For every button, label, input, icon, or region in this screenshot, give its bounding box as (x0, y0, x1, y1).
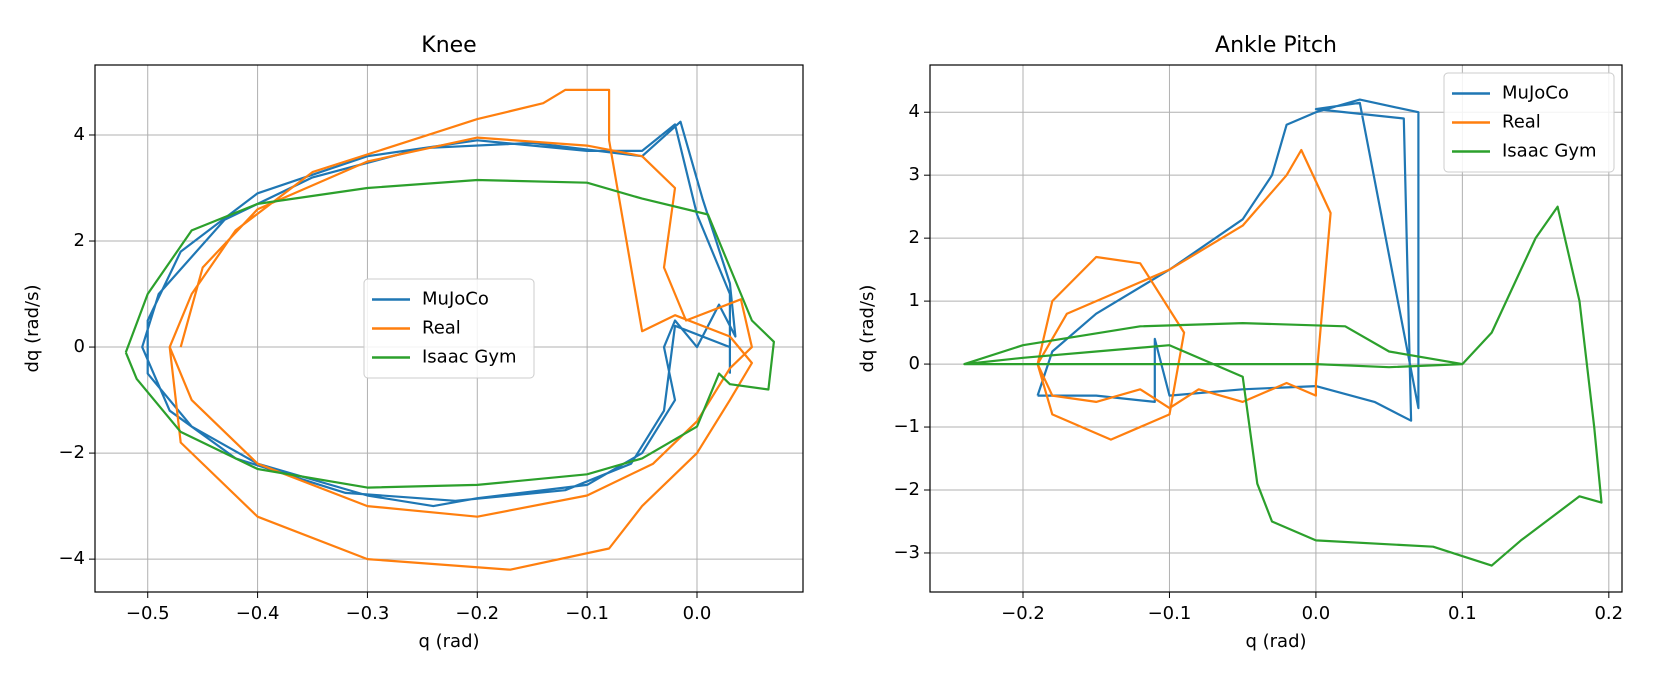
legend-box (1443, 72, 1615, 173)
series-line (1036, 98, 1420, 422)
y-axis-label: dq (rad/s) (857, 285, 878, 373)
x-tick-label: 0.1 (1448, 603, 1477, 624)
series-line (963, 205, 1603, 567)
series-line (141, 120, 737, 508)
y-tick-label: −2 (893, 479, 920, 500)
series-line (1036, 148, 1332, 441)
subplot: −0.2 −0.1 0.0 0.1 0.2 −3 −2 −1 0 1 2 3 4 Ankle Pitch q… (857, 33, 1623, 652)
legend: MuJoCo Real Isaac Gym (1443, 72, 1615, 173)
legend-label: Isaac Gym (1502, 141, 1597, 162)
x-tick-label: −0.2 (455, 603, 499, 624)
x-axis-label: q (rad) (1245, 631, 1306, 652)
series-line (124, 178, 775, 489)
y-tick-label: 4 (909, 101, 920, 122)
legend-label: MuJoCo (1502, 83, 1569, 104)
y-tick-label: −4 (58, 548, 85, 569)
x-tick-label: −0.4 (236, 603, 280, 624)
legend-label: Real (422, 318, 461, 339)
x-tick-label: −0.3 (346, 603, 390, 624)
x-tick-label: −0.1 (565, 603, 609, 624)
x-axis-label: q (rad) (418, 631, 479, 652)
x-tick-label: 0.0 (1302, 603, 1331, 624)
legend-box (363, 278, 535, 379)
y-tick-label: 2 (909, 227, 920, 248)
chart-title: Ankle Pitch (1215, 33, 1337, 58)
y-axis-label: dq (rad/s) (22, 285, 43, 373)
legend-label: Real (1502, 112, 1541, 133)
y-tick-label: −1 (893, 416, 920, 437)
y-tick-label: 3 (909, 164, 920, 185)
axes-frame (929, 64, 1623, 593)
chart-title: Knee (421, 33, 476, 58)
x-tick-label: −0.5 (126, 603, 170, 624)
y-tick-label: −2 (58, 442, 85, 463)
y-tick-label: 2 (74, 230, 85, 251)
y-tick-label: 4 (74, 124, 85, 145)
x-tick-label: −0.2 (1001, 603, 1045, 624)
x-tick-label: −0.1 (1148, 603, 1192, 624)
series-line (168, 88, 753, 571)
subplot: −0.5 −0.4 −0.3 −0.2 −0.1 0.0 −4 −2 0 2 4 Knee q (rad… (22, 33, 804, 652)
x-tick-label: 0.2 (1594, 603, 1623, 624)
legend: MuJoCo Real Isaac Gym (363, 278, 535, 379)
y-tick-label: −3 (893, 542, 920, 563)
y-tick-label: 0 (74, 336, 85, 357)
y-tick-label: 0 (909, 353, 920, 374)
legend-label: Isaac Gym (422, 347, 517, 368)
legend-label: MuJoCo (422, 289, 489, 310)
y-tick-label: 1 (909, 290, 920, 311)
x-tick-label: 0.0 (683, 603, 712, 624)
axes-frame (94, 64, 804, 593)
